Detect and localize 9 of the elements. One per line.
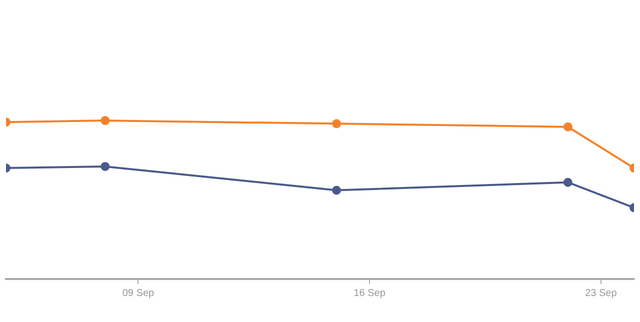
x-tick-label: 23 Sep bbox=[585, 288, 618, 299]
point bbox=[332, 119, 342, 128]
point bbox=[563, 122, 572, 132]
point bbox=[100, 162, 110, 171]
x-tick-label: 09 Sep bbox=[122, 288, 154, 299]
point bbox=[332, 186, 342, 195]
point bbox=[563, 178, 572, 187]
point bbox=[100, 116, 110, 126]
x-tick-label: 16 Sep bbox=[354, 288, 386, 299]
